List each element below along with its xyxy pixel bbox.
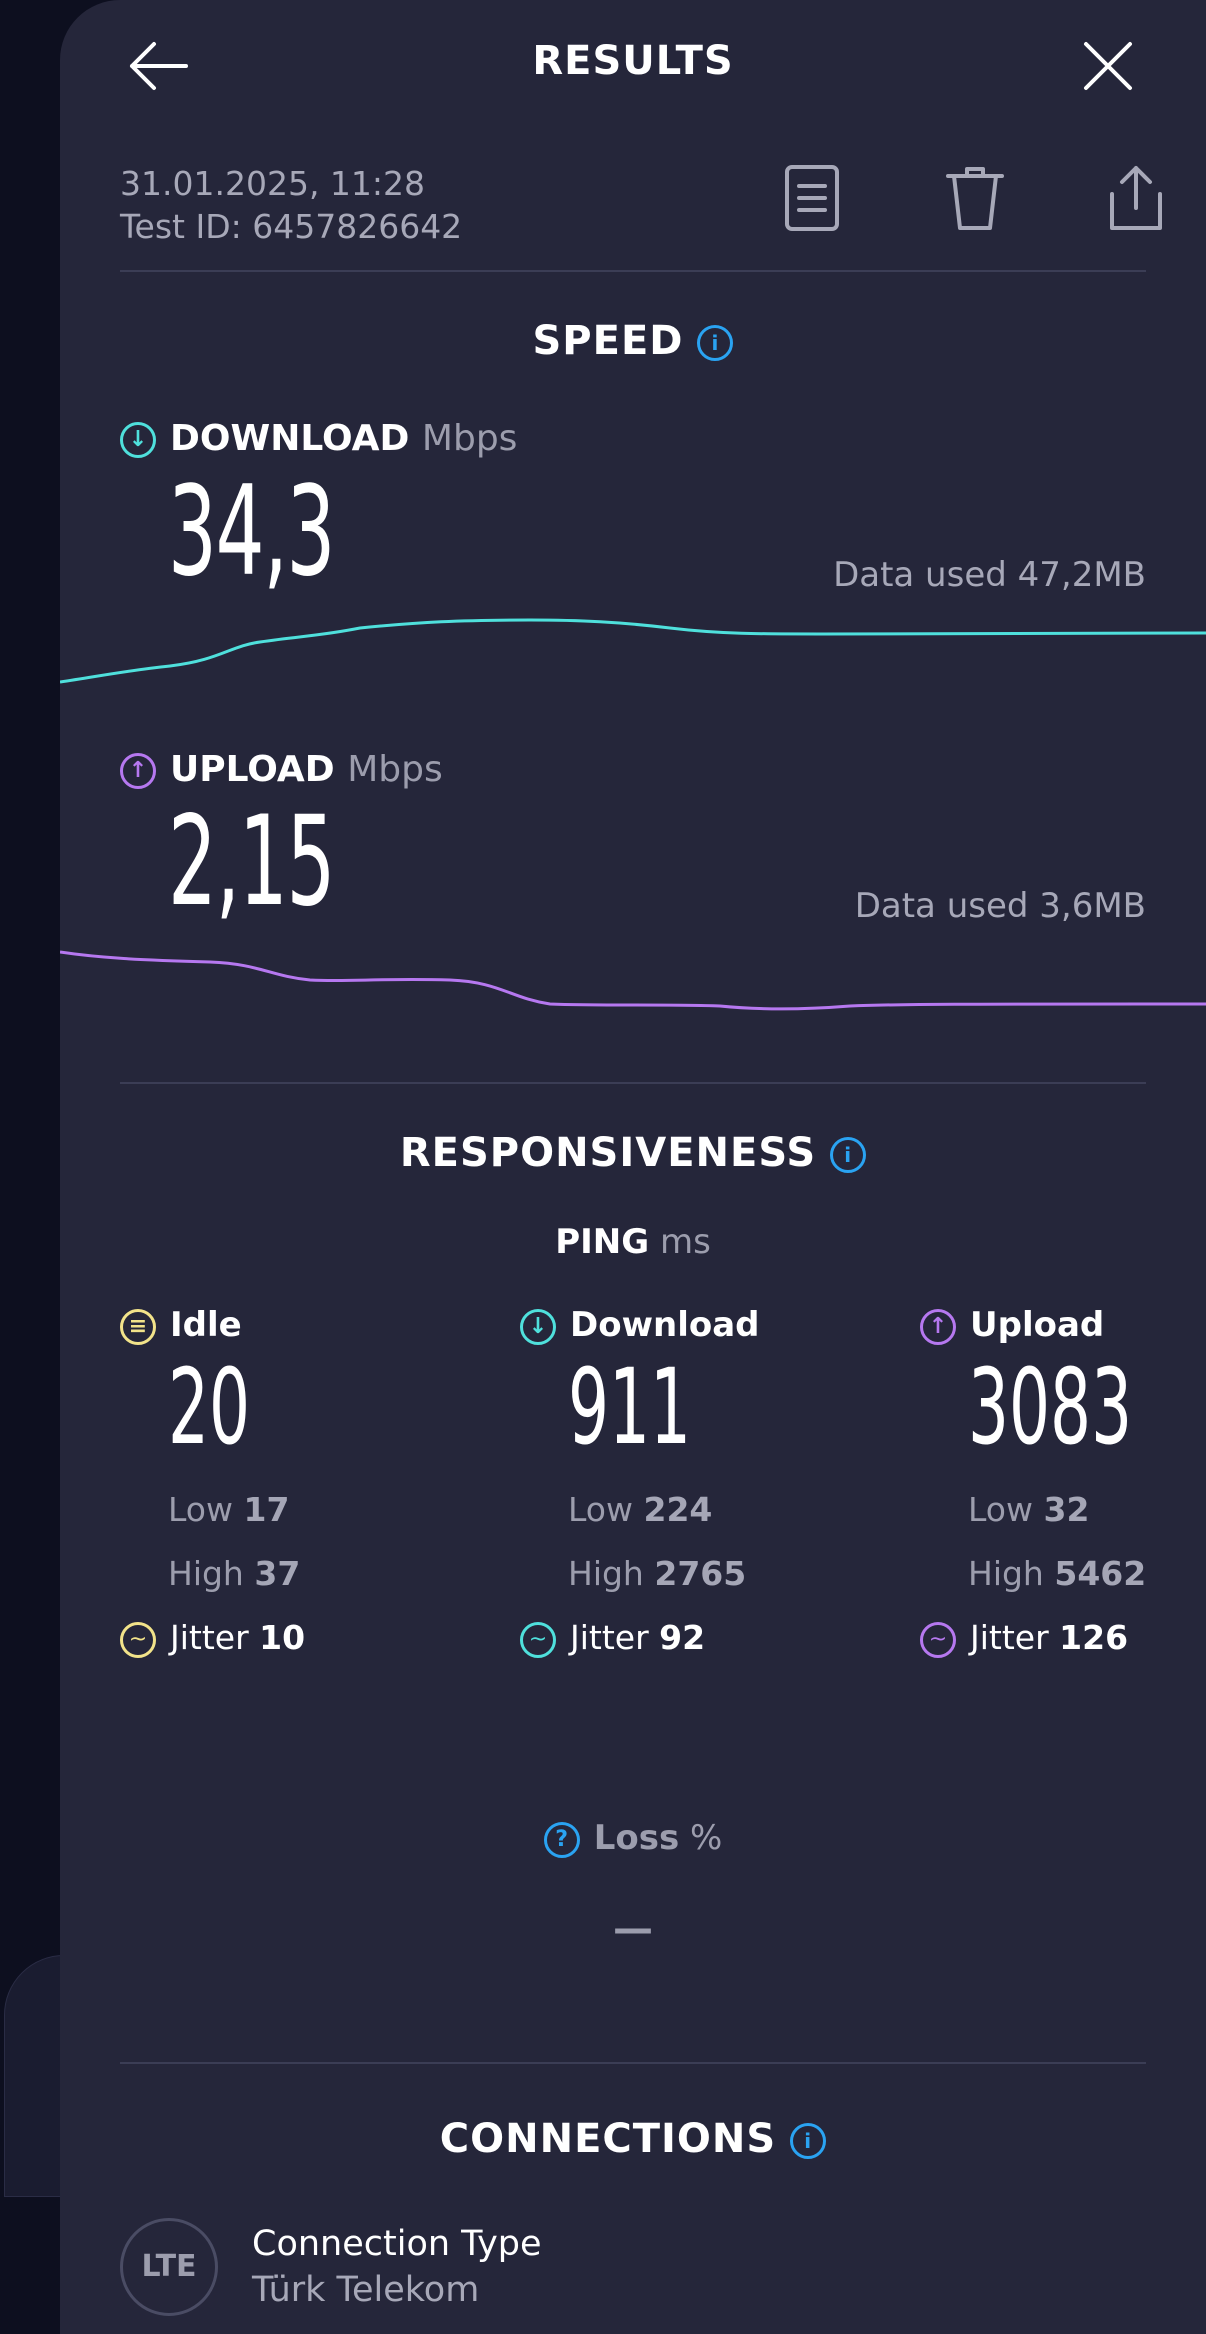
test-datetime: 31.01.2025, 11:28 (120, 164, 426, 203)
upload-arrow-icon: ↑ (920, 1308, 956, 1345)
ping-upload-low: Low 32 (968, 1490, 1090, 1529)
share-button[interactable] (1106, 162, 1166, 232)
upload-arrow-icon: ↑ (120, 753, 156, 789)
speed-title: SPEED (532, 318, 684, 364)
download-label-row: ↓ DOWNLOAD Mbps (120, 418, 517, 459)
divider (120, 270, 1146, 272)
ping-upload-high: High 5462 (968, 1554, 1147, 1593)
ping-idle-low: Low 17 (168, 1490, 290, 1529)
help-icon[interactable]: ? (543, 1821, 580, 1858)
loss-unit: % (690, 1818, 723, 1858)
loss-value: — (613, 1906, 653, 1952)
delete-button[interactable] (944, 164, 1006, 232)
ping-upload-head: ↑ Upload (920, 1305, 1104, 1345)
download-label: DOWNLOAD (170, 418, 410, 459)
ping-download-low: Low 224 (568, 1490, 713, 1529)
close-button[interactable] (1082, 40, 1134, 92)
upload-label-row: ↑ UPLOAD Mbps (120, 749, 443, 790)
back-button[interactable] (126, 38, 190, 94)
connections-title: CONNECTIONS (439, 2116, 777, 2162)
download-arrow-icon: ↓ (520, 1308, 556, 1345)
connection-provider: Türk Telekom (252, 2270, 480, 2310)
download-unit: Mbps (421, 418, 518, 459)
connections-section-title: CONNECTIONS i (60, 2116, 1206, 2162)
loss-row: ? Loss % (60, 1818, 1206, 1858)
upload-data-used: Data used 3,6MB (854, 886, 1146, 926)
divider (120, 1082, 1146, 1084)
responsiveness-section-title: RESPONSIVENESS i (60, 1130, 1206, 1176)
jitter-icon: ~ (520, 1621, 556, 1658)
page-title: RESULTS (532, 38, 734, 84)
upload-speed-graph (60, 950, 1206, 1011)
divider (120, 2062, 1146, 2064)
download-speed-graph (60, 618, 1206, 684)
test-id: Test ID: 6457826642 (120, 207, 463, 246)
connection-type-label: Connection Type (252, 2224, 542, 2264)
idle-icon: ≡ (120, 1308, 156, 1345)
upload-unit: Mbps (347, 749, 443, 790)
arrow-left-icon (130, 42, 188, 90)
download-speed-value: 34,3 (168, 460, 335, 604)
download-data-used: Data used 47,2MB (833, 555, 1146, 595)
share-icon (1110, 166, 1162, 230)
jitter-icon: ~ (920, 1621, 956, 1658)
upload-label: UPLOAD (170, 749, 335, 790)
ping-header: PING ms (60, 1222, 1206, 1262)
ping-idle-high: High 37 (168, 1554, 301, 1593)
info-icon[interactable]: i (830, 1137, 867, 1173)
lte-badge: LTE (120, 2218, 218, 2316)
upload-speed-value: 2,15 (168, 790, 335, 934)
info-icon[interactable]: i (790, 2123, 827, 2159)
ping-upload-jitter: ~ Jitter 126 (920, 1618, 1128, 1658)
ping-upload-label: Upload (970, 1305, 1105, 1345)
download-arrow-icon: ↓ (120, 422, 156, 458)
ping-download-jitter: ~ Jitter 92 (520, 1618, 705, 1658)
speed-section-title: SPEED i (60, 318, 1206, 364)
jitter-icon: ~ (120, 1621, 156, 1658)
ping-download-value: 911 (568, 1346, 692, 1468)
ping-download-head: ↓ Download (520, 1305, 760, 1345)
ping-upload-value: 3083 (968, 1346, 1133, 1468)
ping-idle-head: ≡ Idle (120, 1305, 242, 1345)
ping-idle-jitter: ~ Jitter 10 (120, 1618, 305, 1658)
ping-idle-label: Idle (170, 1305, 242, 1345)
trash-icon (946, 167, 1004, 230)
responsiveness-title: RESPONSIVENESS (399, 1130, 817, 1176)
info-icon[interactable]: i (697, 325, 734, 361)
document-button[interactable] (782, 164, 842, 232)
document-icon (785, 165, 839, 231)
close-icon (1084, 42, 1132, 90)
ping-label: PING (555, 1222, 650, 1262)
ping-unit: ms (659, 1222, 711, 1262)
results-panel: RESULTS 31.01.2025, 11:28 Test ID: 64578… (60, 0, 1206, 2334)
loss-label: Loss (593, 1818, 680, 1858)
ping-download-high: High 2765 (568, 1554, 747, 1593)
ping-idle-value: 20 (168, 1346, 251, 1468)
ping-download-label: Download (570, 1305, 760, 1345)
